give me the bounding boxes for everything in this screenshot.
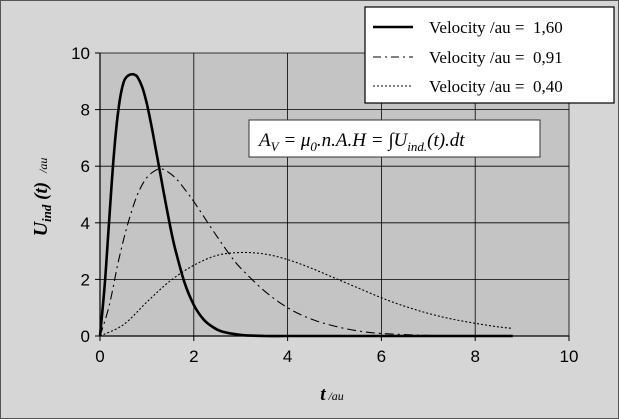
x-axis-unit: /au bbox=[325, 389, 343, 403]
series-line-1 bbox=[98, 72, 513, 338]
formula-text: AV = μ0.n.A.H = ∫Uind.(t).dt bbox=[257, 130, 465, 154]
legend: Velocity /au = 1,60 Velocity /au = 0,91 … bbox=[364, 6, 615, 104]
x-tick-label: 8 bbox=[470, 347, 479, 366]
y-tick-label: 4 bbox=[81, 214, 90, 233]
y-axis-paren: (t) bbox=[31, 182, 52, 205]
formula-part: (t).dt bbox=[427, 130, 465, 151]
legend-label-1: Velocity /au = 1,60 bbox=[429, 18, 563, 37]
y-axis-main: U bbox=[30, 220, 52, 236]
x-tick-label: 4 bbox=[283, 347, 292, 366]
x-tick-label: 2 bbox=[189, 347, 198, 366]
y-tick-label: 0 bbox=[81, 327, 90, 346]
y-axis-unit: /au bbox=[36, 158, 50, 176]
y-tick-label: 6 bbox=[81, 157, 90, 176]
legend-label-2: Velocity /au = 0,91 bbox=[429, 48, 563, 67]
formula-part: .n.A.H = ∫U bbox=[317, 130, 409, 152]
series-lines bbox=[98, 72, 513, 338]
x-axis-title: t /au bbox=[320, 384, 344, 405]
x-tick-label: 0 bbox=[95, 347, 104, 366]
formula-part: = μ bbox=[279, 130, 311, 151]
formula-box bbox=[248, 119, 541, 158]
x-tick-label: 6 bbox=[377, 347, 386, 366]
y-tick-label: 2 bbox=[81, 270, 90, 289]
formula-part: 0 bbox=[310, 139, 317, 154]
y-axis-sub: ind bbox=[39, 204, 54, 222]
formula-part: V bbox=[271, 139, 281, 154]
legend-label-3: Velocity /au = 0,40 bbox=[429, 77, 563, 96]
legend-box bbox=[364, 6, 615, 104]
tick-labels: 0 2 4 6 8 10 0 2 4 6 8 10 bbox=[71, 44, 578, 366]
y-axis-title: Uind (t) /au bbox=[30, 158, 54, 237]
formula-part: ind. bbox=[407, 139, 427, 154]
y-tick-label: 10 bbox=[71, 44, 90, 63]
x-tick-label: 10 bbox=[560, 347, 579, 366]
x-axis-main: t bbox=[320, 384, 326, 405]
formula-annotation: AV = μ0.n.A.H = ∫Uind.(t).dt bbox=[248, 119, 541, 158]
series-line-3 bbox=[99, 251, 513, 337]
series-line-2 bbox=[99, 168, 513, 337]
y-tick-label: 8 bbox=[81, 101, 90, 120]
formula-part: A bbox=[257, 130, 271, 151]
